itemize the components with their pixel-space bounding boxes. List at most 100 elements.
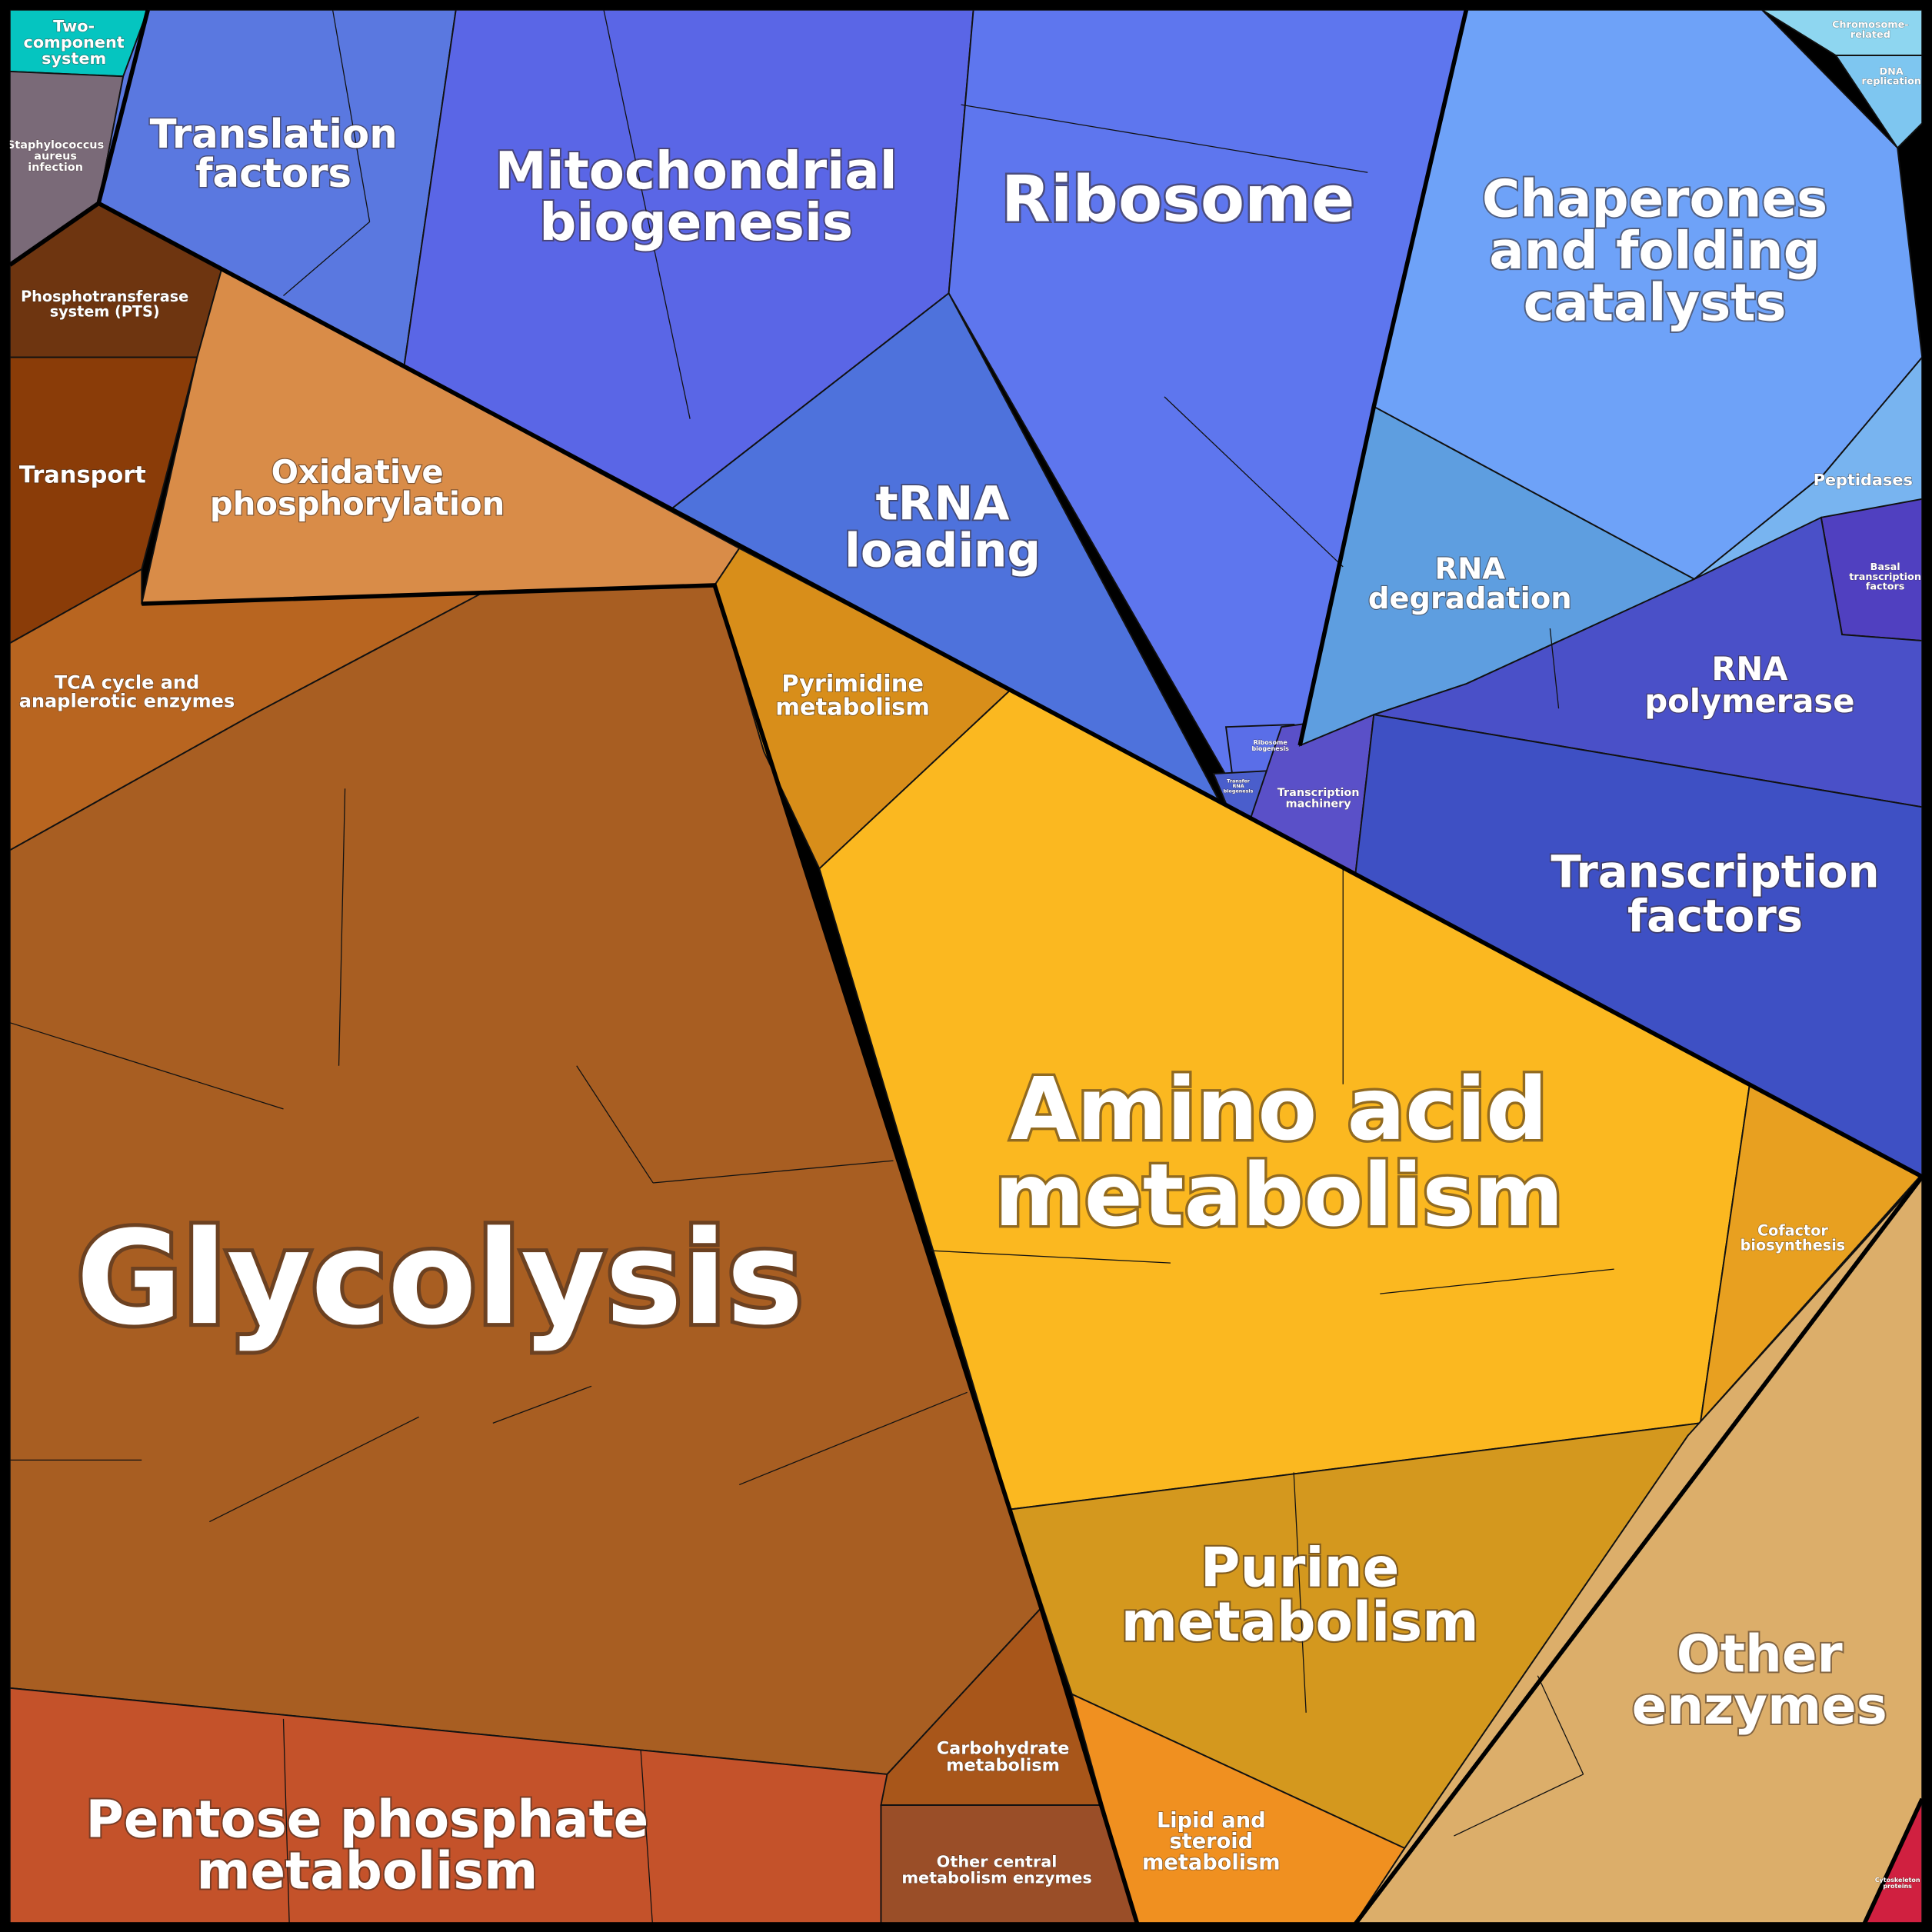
region-label: Lipid and steroid metabolism <box>1142 1808 1281 1874</box>
label-line: polymerase <box>1644 682 1854 720</box>
group-border <box>1297 9 1469 746</box>
region-label: Phosphotransferase system (PTS) <box>21 288 188 320</box>
cell-edge <box>338 788 346 1066</box>
label-line: TCA cycle and <box>55 671 199 693</box>
label-line: Cofactor <box>1757 1221 1828 1239</box>
label-line: RNA <box>1232 783 1244 789</box>
group-borders <box>8 9 1924 1932</box>
region-label: Transfer RNA biogenesis <box>1224 778 1254 794</box>
cell-edge <box>282 1718 291 1932</box>
label-line: Mitochondrial <box>495 140 898 200</box>
label-line: Cytoskeleton <box>1875 1876 1920 1883</box>
label-line: degradation <box>1368 581 1572 616</box>
label-line: Phosphotransferase <box>21 288 188 305</box>
region-label: Amino acid metabolism <box>994 1060 1564 1246</box>
region-label: Ribosome biogenesis <box>1251 739 1289 752</box>
label-line: Basal <box>1870 561 1900 572</box>
region-label: Other enzymes <box>1632 1624 1887 1735</box>
cell-edge <box>1549 628 1560 709</box>
label-line: Other central <box>937 1852 1058 1870</box>
region-label: Basal transcription factors <box>1849 561 1921 592</box>
label-line: and folding <box>1489 221 1820 281</box>
label-line: Ribosome <box>1001 162 1355 236</box>
region-label: Purine metabolism <box>1121 1536 1479 1653</box>
label-line: metabolism <box>775 694 930 721</box>
label-line: enzymes <box>1632 1676 1887 1736</box>
label-line: tRNA <box>876 476 1010 531</box>
label-line: loading <box>844 523 1041 578</box>
label-line: Amino acid <box>1011 1060 1548 1160</box>
label-line: anaplerotic enzymes <box>19 690 235 711</box>
label-line: metabolism <box>196 1840 538 1900</box>
cell-edge <box>961 104 1368 173</box>
label-line: Purine <box>1201 1536 1400 1599</box>
label-line: steroid <box>1170 1830 1254 1854</box>
label-line: machinery <box>1286 798 1352 810</box>
region-label: Oxidative phosphorylation <box>210 453 505 523</box>
cell-edge <box>1454 1774 1584 1837</box>
label-line: metabolism <box>994 1146 1564 1246</box>
region-label: Transport <box>19 461 146 488</box>
label-line: Translation <box>150 112 398 158</box>
region-label: RNA degradation <box>1368 551 1572 615</box>
region-label: Peptidases <box>1814 471 1913 489</box>
cell-edge <box>1380 1268 1614 1294</box>
label-line: Carbohydrate <box>937 1738 1070 1758</box>
label-line: metabolism <box>1142 1850 1281 1874</box>
label-line: metabolism <box>1121 1591 1479 1654</box>
cell-edge <box>930 1250 1171 1264</box>
cell-edge <box>331 9 371 222</box>
region-label: Mitochondrial biogenesis <box>495 140 898 251</box>
label-line: Transport <box>19 461 146 488</box>
region-label: Pentose phosphate metabolism <box>86 1789 649 1900</box>
region <box>880 1804 1141 1932</box>
cell-edge <box>9 1022 284 1110</box>
region-label: Chromosome-related <box>1832 19 1908 41</box>
cell-edge <box>1537 1675 1584 1775</box>
region-label: Glycolysis <box>76 1203 804 1354</box>
region-label: Chaperones and folding catalysts <box>1482 168 1827 332</box>
label-line: Oxidative <box>271 453 444 491</box>
group-border <box>1858 1797 1924 1932</box>
region-label: Pyrimidine metabolism <box>775 670 930 720</box>
label-line: Two- <box>53 17 95 35</box>
label-line: Chaperones <box>1482 168 1827 228</box>
label-line: Pyrimidine <box>781 670 924 697</box>
label-line: Peptidases <box>1814 471 1913 489</box>
label-line: proteins <box>1883 1882 1912 1889</box>
cell-edge <box>1293 1472 1307 1713</box>
label-line: aureus <box>34 150 77 162</box>
group-border <box>97 201 1924 1179</box>
region-label: Translation factors <box>150 112 398 197</box>
label-line: Chromosome- <box>1832 19 1908 31</box>
label-line: Lipid and <box>1157 1808 1266 1832</box>
label-line: RNA <box>1711 650 1788 688</box>
cell-details <box>9 9 1614 1932</box>
region-label: Cytoskeleton proteins <box>1875 1876 1920 1889</box>
label-line: Transfer <box>1227 778 1251 784</box>
label-line: DNA <box>1880 65 1904 77</box>
region-label: Ribosome <box>1001 162 1355 236</box>
cell-edge <box>283 221 371 296</box>
label-line: Ribosome <box>1254 739 1288 746</box>
label-line: biogenesis <box>539 192 853 252</box>
cell-edge <box>492 1385 592 1424</box>
label-line: related <box>1850 28 1890 40</box>
label-line: factors <box>1627 890 1803 942</box>
cell-edge <box>209 1416 419 1523</box>
label-line: biogenesis <box>1224 788 1254 794</box>
region-label: Staphylococcus aureus infection <box>7 139 104 174</box>
label-line: factors <box>1866 581 1905 592</box>
label-line: catalysts <box>1524 272 1787 332</box>
label-line: infection <box>28 162 83 174</box>
label-line: phosphorylation <box>210 485 505 522</box>
label-line: Pentose phosphate <box>86 1789 649 1849</box>
region-label: Cofactor biosynthesis <box>1740 1221 1846 1254</box>
group-border <box>142 583 1142 1932</box>
label-line: Other <box>1677 1624 1843 1684</box>
region-label: Other central metabolism enzymes <box>901 1852 1091 1887</box>
label-line: replication <box>1861 75 1921 87</box>
cell-edge <box>576 1065 654 1184</box>
region-label: Transcription machinery <box>1277 787 1360 810</box>
